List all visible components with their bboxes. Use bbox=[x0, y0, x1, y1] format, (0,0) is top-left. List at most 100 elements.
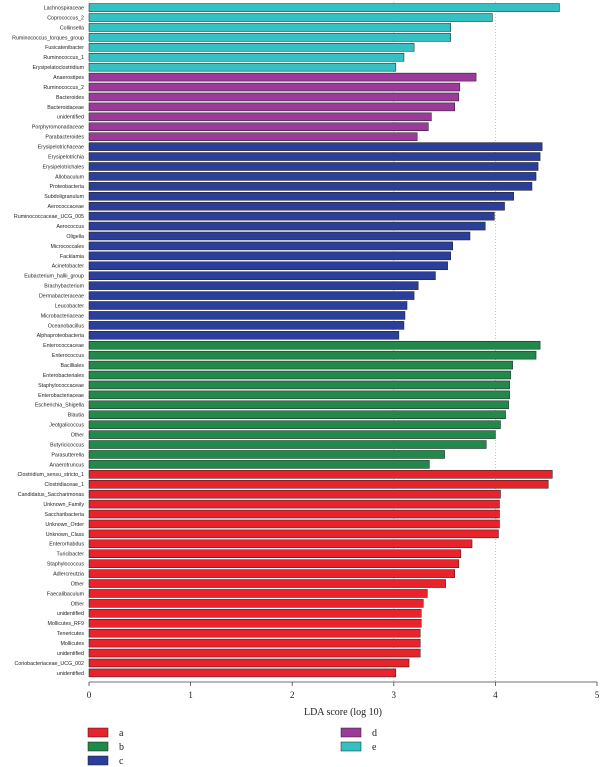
bar-label-52: Unknown_Order bbox=[45, 522, 84, 528]
bar-8 bbox=[88, 82, 461, 92]
bar-label-63: Tenericutes bbox=[57, 631, 84, 637]
bar-label-24: Micrococcales bbox=[50, 244, 84, 250]
bar-53 bbox=[88, 529, 499, 539]
bar-40 bbox=[88, 400, 509, 410]
bar-label-3: Ruminococcus_torques_group bbox=[12, 35, 84, 41]
bar-7 bbox=[88, 72, 477, 82]
bar-28 bbox=[88, 281, 419, 290]
bar-label-58: Other bbox=[71, 581, 84, 587]
bar-30 bbox=[88, 301, 408, 310]
bar-19 bbox=[88, 192, 514, 201]
bar-label-18: Proteobacteria bbox=[50, 184, 85, 190]
bar-label-6: Erysipelatoclostridium bbox=[32, 65, 84, 71]
bar-label-37: Enterobacteriales bbox=[43, 373, 85, 379]
bar-54 bbox=[88, 539, 473, 549]
bar-label-57: Adlercreutzia bbox=[53, 572, 84, 578]
bars bbox=[88, 3, 560, 678]
bar-0 bbox=[88, 3, 560, 12]
bar-label-30: Leucobacter bbox=[55, 303, 84, 309]
bar-label-21: Ruminococcaceae_UCG_005 bbox=[14, 214, 84, 220]
bar-44 bbox=[88, 440, 487, 449]
bar-37 bbox=[88, 370, 511, 380]
x-axis-title: LDA score (log 10) bbox=[304, 707, 382, 718]
bar-label-2: Collinsella bbox=[60, 25, 84, 31]
bar-label-11: unidentified bbox=[57, 115, 84, 121]
bar-label-13: Parabacteroides bbox=[45, 135, 84, 141]
x-tick-label-4: 4 bbox=[493, 690, 498, 700]
bar-66 bbox=[88, 658, 410, 668]
bar-31 bbox=[88, 311, 406, 320]
bar-label-67: unidentified bbox=[57, 671, 84, 677]
bar-label-26: Acinetobacter bbox=[52, 264, 85, 270]
category-labels: Lachnospiraceae Coprococcus_2 Collinsella R… bbox=[12, 6, 84, 677]
legend-label-b: b bbox=[119, 742, 124, 753]
bar-38 bbox=[88, 380, 510, 390]
bar-57 bbox=[88, 569, 456, 578]
x-axis: 0 1 2 3 4 5 bbox=[87, 681, 600, 700]
bar-56 bbox=[88, 559, 460, 568]
bar-49 bbox=[88, 489, 501, 499]
bar-label-41: Blautia bbox=[68, 413, 84, 419]
bar-label-17: Allobaculum bbox=[55, 174, 84, 180]
legend-swatch-e bbox=[340, 741, 362, 752]
bar-label-43: Other bbox=[71, 432, 84, 438]
bar-label-46: Anaerotruncus bbox=[50, 462, 85, 468]
bar-1 bbox=[88, 13, 493, 22]
bar-label-20: Aerococcaceae bbox=[47, 204, 84, 210]
bar-label-50: Unknown_Family bbox=[43, 502, 84, 508]
legend: abc de bbox=[87, 727, 377, 767]
bar-61 bbox=[88, 609, 422, 618]
bar-label-64: Mollicutes bbox=[60, 641, 84, 647]
bar-label-28: Brachybacterium bbox=[44, 284, 84, 290]
bar-label-39: Enterobacteriaceae bbox=[38, 393, 84, 399]
bar-label-25: Facklamia bbox=[60, 254, 84, 260]
bar-42 bbox=[88, 420, 501, 429]
bar-33 bbox=[88, 331, 400, 340]
bar-label-12: Porphyromonadaceae bbox=[32, 125, 84, 131]
bar-label-23: Oligella bbox=[66, 234, 84, 240]
bar-label-4: Fusicatenibacter bbox=[45, 45, 84, 51]
bar-label-16: Erysipelotrichales bbox=[42, 164, 84, 170]
bar-18 bbox=[88, 182, 533, 191]
bar-16 bbox=[88, 162, 539, 171]
bar-label-15: Erysipelotrichia bbox=[48, 154, 84, 160]
bar-label-0: Lachnospiraceae bbox=[44, 6, 84, 12]
bar-label-1: Coprococcus_2 bbox=[47, 15, 84, 21]
legend-swatch-d bbox=[340, 727, 362, 738]
legend-swatch-c bbox=[87, 755, 109, 766]
bar-label-29: Dermabacteraceae bbox=[39, 293, 84, 299]
bar-label-35: Enterococcus bbox=[52, 353, 84, 359]
bar-65 bbox=[88, 648, 421, 658]
x-tick-label-1: 1 bbox=[188, 690, 193, 700]
bar-label-55: Turicibacter bbox=[57, 552, 85, 558]
bar-label-65: unidentified bbox=[57, 651, 84, 657]
bar-10 bbox=[88, 102, 456, 112]
bar-29 bbox=[88, 291, 415, 300]
legend-swatch-a bbox=[87, 727, 109, 738]
bar-24 bbox=[88, 241, 453, 251]
bar-63 bbox=[88, 628, 421, 638]
bar-label-51: Saccharibacteria bbox=[45, 512, 85, 518]
bar-64 bbox=[88, 638, 421, 648]
bar-6 bbox=[88, 62, 397, 72]
bar-4 bbox=[88, 43, 415, 52]
x-tick-label-2: 2 bbox=[290, 690, 295, 700]
bar-label-36: Bacilliales bbox=[60, 363, 84, 369]
bar-50 bbox=[88, 499, 500, 509]
bar-label-44: Butyricicoccus bbox=[50, 442, 84, 448]
bar-label-47: Clostridium_sensu_stricto_1 bbox=[17, 472, 84, 478]
bar-label-14: Erysipelotrichaceae bbox=[38, 145, 84, 151]
bar-27 bbox=[88, 271, 436, 280]
bar-36 bbox=[88, 360, 513, 370]
bar-label-40: Escherichia_Shigella bbox=[35, 403, 84, 409]
bar-32 bbox=[88, 321, 405, 330]
bar-label-54: Enterorhabdus bbox=[49, 542, 84, 548]
bar-label-61: unidentified bbox=[57, 611, 84, 617]
bar-20 bbox=[88, 201, 505, 211]
x-tick-label-0: 0 bbox=[87, 690, 92, 700]
bar-label-31: Microbacteriaceae bbox=[41, 313, 84, 319]
bar-41 bbox=[88, 410, 506, 419]
bar-label-53: Unknown_Class bbox=[46, 532, 85, 538]
bar-62 bbox=[88, 619, 422, 628]
bar-15 bbox=[88, 152, 541, 161]
